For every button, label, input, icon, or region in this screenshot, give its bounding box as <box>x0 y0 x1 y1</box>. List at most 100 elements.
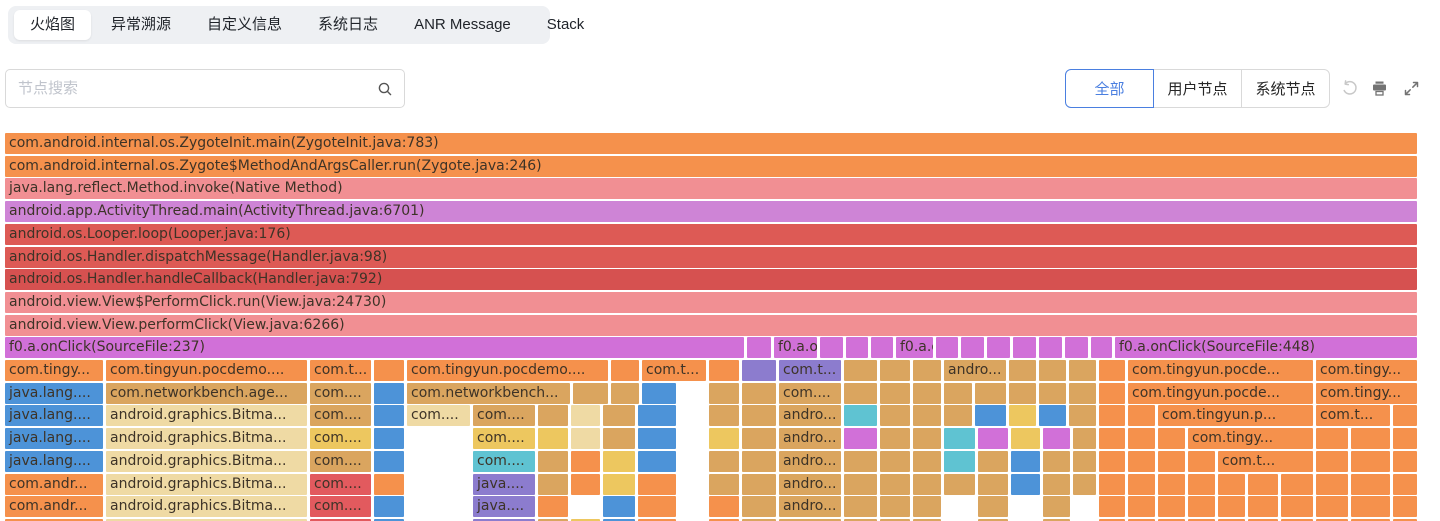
flame-node[interactable] <box>880 405 910 426</box>
flame-node[interactable] <box>987 337 1010 358</box>
flame-node[interactable] <box>1128 451 1155 472</box>
flame-node[interactable] <box>1099 383 1125 404</box>
flame-node[interactable] <box>1316 474 1348 495</box>
flame-node[interactable] <box>844 405 877 426</box>
flame-node[interactable] <box>844 519 877 521</box>
flame-node[interactable] <box>944 428 975 449</box>
flame-node[interactable] <box>1009 383 1036 404</box>
tab-0[interactable]: 火焰图 <box>14 10 92 40</box>
flame-node[interactable] <box>1099 405 1125 426</box>
flame-node[interactable] <box>1248 519 1278 521</box>
flame-node[interactable] <box>1158 519 1185 521</box>
flame-node[interactable] <box>638 474 676 495</box>
flame-node[interactable] <box>1128 428 1155 449</box>
flame-node[interactable]: com.andr... <box>5 474 103 495</box>
flame-node[interactable] <box>1009 405 1036 426</box>
fullscreen-icon[interactable] <box>1402 79 1420 97</box>
flame-node[interactable]: com.tingyun.pocdemo.... <box>407 360 608 381</box>
flame-node[interactable] <box>571 428 600 449</box>
flame-node[interactable]: com.t... <box>1316 405 1390 426</box>
flame-node[interactable] <box>1188 496 1215 517</box>
flame-node[interactable] <box>880 383 910 404</box>
flame-node[interactable] <box>944 451 975 472</box>
flame-node[interactable] <box>1043 496 1070 517</box>
flame-node[interactable]: com.android.internal.os.ZygoteInit.main(… <box>5 133 1417 154</box>
flame-node[interactable] <box>1128 405 1155 426</box>
flame-node[interactable]: com.tingyun.pocdemo.... <box>106 360 307 381</box>
flame-node[interactable] <box>709 451 739 472</box>
flame-node[interactable] <box>1281 474 1313 495</box>
flame-node[interactable] <box>374 428 404 449</box>
flame-node[interactable] <box>844 428 877 449</box>
flame-node[interactable]: java.... <box>473 474 535 495</box>
flame-node[interactable]: android.graphics.Bitma... <box>106 496 307 517</box>
flame-node[interactable] <box>473 519 535 521</box>
flame-node[interactable]: com.networkbench.age... <box>106 383 307 404</box>
flame-node[interactable]: com.... <box>310 428 371 449</box>
flame-node[interactable] <box>603 451 635 472</box>
flame-node[interactable] <box>1073 451 1096 472</box>
flame-node[interactable] <box>1188 519 1215 521</box>
flame-node[interactable] <box>1158 496 1185 517</box>
flame-node[interactable] <box>638 519 676 521</box>
flame-node[interactable] <box>779 519 841 521</box>
flame-node[interactable]: android.graphics.Bitma... <box>106 474 307 495</box>
flame-node[interactable] <box>1393 428 1417 449</box>
flame-node[interactable] <box>709 383 739 404</box>
flame-node[interactable]: com.tingyun.p... <box>1158 405 1313 426</box>
flame-node[interactable] <box>538 428 568 449</box>
flame-node[interactable] <box>374 474 404 495</box>
flame-node[interactable] <box>709 474 739 495</box>
flame-node[interactable] <box>1065 337 1088 358</box>
flame-node[interactable]: com.tingy... <box>1316 360 1417 381</box>
flame-node[interactable] <box>709 428 739 449</box>
flame-node[interactable]: com.t... <box>779 360 841 381</box>
flame-node[interactable] <box>742 496 776 517</box>
flame-node[interactable] <box>1351 519 1390 521</box>
flame-node[interactable] <box>538 474 568 495</box>
flame-node[interactable] <box>638 428 676 449</box>
flame-node[interactable] <box>1128 474 1155 495</box>
flame-node[interactable] <box>742 451 776 472</box>
flame-node[interactable] <box>1043 474 1070 495</box>
flame-node[interactable]: com.android.internal.os.Zygote$MethodAnd… <box>5 156 1417 177</box>
flame-node[interactable] <box>1351 428 1390 449</box>
flame-node[interactable] <box>961 337 984 358</box>
flame-node[interactable] <box>1073 474 1096 495</box>
flame-node[interactable] <box>1281 519 1313 521</box>
flame-node[interactable] <box>538 405 568 426</box>
flame-node[interactable] <box>978 519 1008 521</box>
flame-node[interactable] <box>747 337 771 358</box>
flame-node[interactable] <box>1158 474 1185 495</box>
flame-node[interactable] <box>936 337 958 358</box>
flame-node[interactable] <box>880 519 910 521</box>
flame-node[interactable] <box>742 428 776 449</box>
flame-node[interactable] <box>1099 519 1125 521</box>
flame-node[interactable] <box>603 474 635 495</box>
tab-4[interactable]: ANR Message <box>414 16 511 33</box>
flame-node[interactable] <box>638 496 676 517</box>
flame-node[interactable] <box>1073 428 1096 449</box>
flame-node[interactable] <box>709 360 739 381</box>
flame-node[interactable] <box>844 496 877 517</box>
search-input[interactable] <box>6 80 366 97</box>
flame-node[interactable] <box>820 337 843 358</box>
flame-node[interactable]: android.app.ActivityThread.main(Activity… <box>5 201 1417 222</box>
flame-node[interactable]: com.tingyun.pocde... <box>1128 360 1313 381</box>
flame-node[interactable]: com.... <box>407 405 470 426</box>
flame-node[interactable] <box>1393 451 1417 472</box>
flame-node[interactable] <box>846 337 868 358</box>
flame-node[interactable]: java.... <box>473 496 535 517</box>
flame-node[interactable] <box>1043 428 1070 449</box>
flame-node[interactable] <box>742 474 776 495</box>
flame-node[interactable]: com.tingy... <box>5 360 103 381</box>
flame-node[interactable]: com.... <box>473 428 535 449</box>
flame-node[interactable] <box>571 519 600 521</box>
flame-node[interactable] <box>1043 451 1070 472</box>
tab-3[interactable]: 系统日志 <box>318 16 379 33</box>
flame-node[interactable]: f0.a.o... <box>774 337 817 358</box>
flame-node[interactable] <box>1099 451 1125 472</box>
filter-button-0[interactable]: 全部 <box>1065 69 1154 108</box>
flame-node[interactable] <box>1011 428 1040 449</box>
filter-button-2[interactable]: 系统节点 <box>1241 69 1330 108</box>
